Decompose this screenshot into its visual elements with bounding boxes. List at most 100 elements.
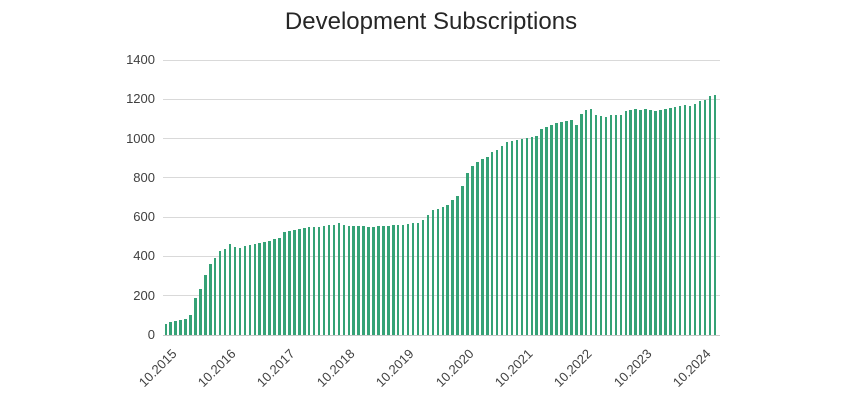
x-axis-tick-label: 10.2024	[669, 346, 714, 390]
bar	[312, 226, 316, 335]
bar	[604, 116, 608, 335]
x-axis-tick-label: 10.2015	[135, 346, 180, 390]
bar	[505, 141, 509, 335]
bar	[362, 226, 365, 335]
bar	[451, 200, 454, 335]
bar	[322, 225, 326, 335]
bar	[515, 139, 519, 335]
bar	[708, 96, 712, 335]
bar	[683, 105, 687, 335]
gridline	[163, 59, 720, 61]
bar	[377, 226, 380, 335]
bar	[372, 226, 375, 335]
bar	[471, 165, 474, 335]
bar	[431, 210, 435, 335]
bar	[530, 136, 534, 335]
y-axis-tick-label: 1000	[126, 130, 155, 146]
bar	[421, 219, 425, 335]
bar	[510, 140, 514, 335]
x-axis-tick-label: 10.2016	[194, 346, 239, 390]
bar	[288, 231, 291, 335]
bar	[199, 289, 202, 335]
bar	[194, 298, 197, 335]
bar	[228, 243, 232, 335]
bar	[678, 106, 682, 335]
bar	[441, 206, 444, 335]
bar	[461, 185, 464, 335]
bar	[307, 227, 311, 335]
bar	[476, 161, 479, 335]
bar	[347, 225, 351, 335]
bar	[570, 120, 573, 335]
x-axis-tick-label: 10.2022	[551, 346, 595, 390]
y-axis-tick-label: 400	[133, 248, 155, 264]
bar	[179, 320, 182, 335]
bar	[411, 223, 415, 335]
bar	[209, 263, 212, 335]
bar	[584, 110, 588, 335]
gridline	[163, 177, 720, 179]
bar	[426, 214, 430, 335]
bar	[594, 115, 598, 335]
bar	[495, 150, 499, 335]
bar	[565, 120, 568, 335]
bar	[589, 109, 593, 335]
bar	[659, 110, 662, 335]
bar	[273, 239, 276, 335]
bar	[164, 324, 167, 335]
bar	[609, 115, 613, 335]
x-axis-tick-label: 10.2018	[313, 346, 358, 390]
y-axis-tick-label: 800	[133, 169, 155, 185]
bar	[278, 237, 281, 335]
bar	[204, 274, 207, 335]
bar	[174, 320, 177, 335]
x-axis-tick-label: 10.2021	[491, 346, 536, 390]
bar	[298, 228, 301, 335]
bar	[580, 114, 583, 335]
bar	[664, 109, 667, 335]
bar	[446, 204, 449, 335]
y-axis-tick-label: 0	[147, 327, 155, 342]
bar	[490, 151, 494, 335]
x-axis-tick-label: 10.2017	[254, 346, 299, 390]
bar	[698, 101, 702, 335]
x-axis-tick-label: 10.2019	[372, 346, 417, 390]
bar	[619, 114, 623, 335]
x-axis-tick-label: 10.2020	[432, 346, 477, 390]
bar	[456, 195, 459, 335]
bar	[555, 123, 558, 335]
bar	[283, 232, 286, 335]
bar	[263, 241, 266, 335]
bar	[486, 156, 489, 335]
bar	[357, 226, 360, 335]
bar	[688, 105, 692, 335]
bar	[382, 226, 385, 335]
bar	[268, 240, 271, 335]
bar	[634, 109, 637, 335]
bar	[293, 229, 296, 335]
y-axis-tick-label: 1200	[126, 91, 155, 107]
bar	[406, 224, 410, 335]
bar	[535, 135, 538, 335]
chart-title: Development Subscriptions	[284, 8, 578, 35]
bar	[387, 225, 390, 335]
bar	[639, 110, 642, 335]
bar	[614, 115, 618, 335]
bar	[169, 321, 172, 335]
bar	[436, 208, 440, 335]
bar	[233, 246, 237, 335]
bar	[248, 245, 252, 335]
gridline	[163, 98, 720, 100]
bar	[520, 138, 524, 335]
bar	[673, 107, 677, 335]
x-axis-line	[163, 334, 720, 336]
bar	[367, 226, 370, 335]
bar	[500, 146, 504, 335]
bar	[644, 109, 647, 335]
bar	[649, 109, 652, 335]
bar	[189, 314, 192, 335]
bar	[560, 121, 563, 335]
bar	[392, 225, 395, 335]
bar	[352, 225, 355, 335]
